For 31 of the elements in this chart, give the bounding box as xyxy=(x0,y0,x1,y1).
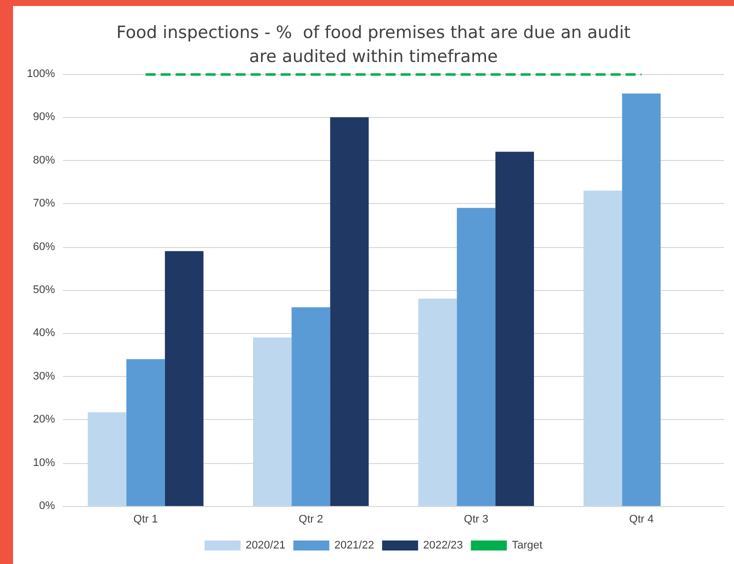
bar xyxy=(584,190,622,506)
y-tick-label: 30% xyxy=(32,370,56,382)
legend-label: 2021/22 xyxy=(334,540,374,552)
y-tick-label: 70% xyxy=(32,198,56,210)
y-tick-label: 10% xyxy=(32,456,56,469)
y-tick-label: 0% xyxy=(39,500,56,512)
x-tick-label: Qtr 1 xyxy=(133,514,158,526)
bar xyxy=(456,208,496,506)
x-tick-label: Qtr 2 xyxy=(298,514,324,526)
y-tick-label: 40% xyxy=(32,327,56,340)
bar xyxy=(330,117,369,506)
bar xyxy=(622,93,661,506)
bar xyxy=(418,298,457,506)
y-tick-label: 50% xyxy=(32,284,56,296)
y-tick-label: 80% xyxy=(32,154,56,166)
y-tick-label: 60% xyxy=(32,240,56,253)
bar xyxy=(164,251,204,506)
y-tick-label: 90% xyxy=(32,111,56,124)
y-tick-label: 20% xyxy=(32,414,56,426)
y-tick-label: 100% xyxy=(26,68,56,80)
x-tick-label: Qtr 3 xyxy=(464,514,488,526)
legend-label: Target xyxy=(512,540,542,552)
bar xyxy=(292,307,330,506)
bar xyxy=(253,338,292,506)
bar xyxy=(88,412,126,506)
legend-label: 2022/23 xyxy=(423,540,463,552)
bar xyxy=(126,359,165,506)
x-tick-label: Qtr 4 xyxy=(629,514,654,526)
chart-title: Food inspections - % of food premises that are due an audit are audited within timeframe xyxy=(116,23,631,67)
bar xyxy=(495,152,534,506)
legend-label: 2020/21 xyxy=(246,540,286,552)
